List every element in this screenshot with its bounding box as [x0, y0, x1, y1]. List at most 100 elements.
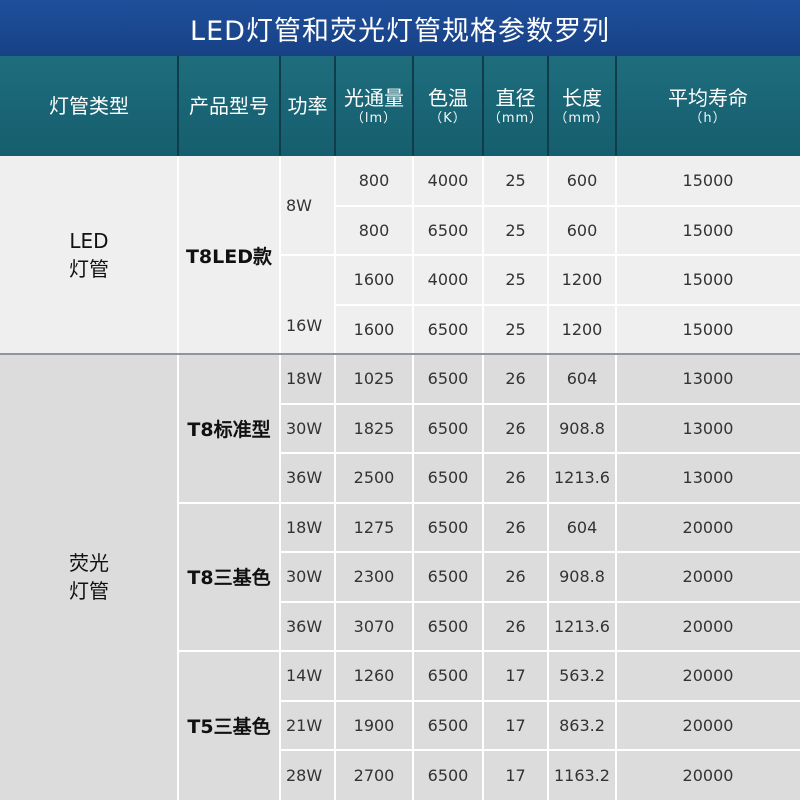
- column-divider: [177, 156, 179, 800]
- table-cell-diameter: 26: [505, 468, 526, 488]
- header-type-label: 灯管类型: [49, 94, 129, 118]
- table-cell-diameter: 26: [505, 567, 526, 587]
- table-cell-cct: 6500: [427, 418, 469, 438]
- table-cell-power: 36W: [286, 616, 323, 636]
- table-cell-cct: 6500: [427, 517, 469, 537]
- table-cell-lumen: 2500: [353, 468, 395, 488]
- header-cct-unit: （K）: [429, 111, 467, 126]
- table-cell-diameter: 26: [505, 369, 526, 389]
- table-cell-life: 20000: [682, 765, 734, 785]
- table-cell-cct: 6500: [427, 715, 469, 735]
- table-header: [0, 56, 800, 156]
- table-cell-diameter: 25: [505, 319, 526, 339]
- header-divider: [279, 56, 281, 156]
- table-cell-power: 14W: [286, 666, 323, 686]
- table-cell-life: 13000: [682, 369, 734, 389]
- table-cell-lumen: 800: [358, 220, 390, 240]
- column-divider: [615, 156, 617, 800]
- row-divider: [335, 303, 800, 306]
- group-separator: [0, 353, 800, 355]
- title-banner: LED灯管和荧光灯管规格参数罗列: [0, 0, 800, 56]
- table-cell-cct: 4000: [427, 270, 469, 290]
- header-divider: [482, 56, 484, 156]
- row-divider: [280, 254, 800, 256]
- header-life-label: 平均寿命: [668, 86, 748, 110]
- table-cell-power: 28W: [286, 765, 323, 785]
- header-lumen-unit: （lm）: [350, 111, 398, 126]
- table-cell-length: 604: [566, 369, 598, 389]
- table-cell-length: 908.8: [559, 418, 605, 438]
- header-length-unit: （mm）: [554, 111, 610, 126]
- table-cell-power: 30W: [286, 418, 323, 438]
- table-cell-diameter: 17: [505, 765, 526, 785]
- table-cell-length: 863.2: [559, 715, 605, 735]
- table-cell-lumen: 1825: [353, 418, 395, 438]
- table-cell-cct: 6500: [427, 369, 469, 389]
- type-cell-led: LED 灯管: [69, 229, 109, 281]
- model-divider: [178, 650, 800, 652]
- header-type: 灯管类型: [0, 56, 178, 156]
- header-length: 长度 （mm）: [548, 56, 616, 156]
- table-cell-length: 1163.2: [554, 765, 610, 785]
- model-cell: T8三基色: [187, 567, 271, 590]
- table-cell-lumen: 1900: [353, 715, 395, 735]
- table-cell-diameter: 25: [505, 270, 526, 290]
- table-cell-power: 30W: [286, 567, 323, 587]
- column-divider: [279, 156, 281, 800]
- table-cell-diameter: 25: [505, 220, 526, 240]
- table-cell-life: 20000: [682, 715, 734, 735]
- table-cell-life: 20000: [682, 517, 734, 537]
- table-cell-length: 1200: [561, 270, 603, 290]
- table-cell-diameter: 25: [505, 171, 526, 191]
- table-cell-life: 20000: [682, 666, 734, 686]
- table-cell-length: 1213.6: [554, 468, 610, 488]
- table-cell-life: 13000: [682, 418, 734, 438]
- header-model-label: 产品型号: [189, 94, 269, 118]
- table-cell-cct: 4000: [427, 171, 469, 191]
- table-cell-lumen: 2700: [353, 765, 395, 785]
- table-cell-cct: 6500: [427, 616, 469, 636]
- header-divider: [547, 56, 549, 156]
- table-cell-diameter: 17: [505, 666, 526, 686]
- power-cell: 16W: [286, 316, 323, 335]
- table-cell-lumen: 1260: [353, 666, 395, 686]
- header-cct-label: 色温: [428, 86, 468, 110]
- table-cell-diameter: 26: [505, 517, 526, 537]
- table-cell-power: 18W: [286, 369, 323, 389]
- header-power: 功率: [280, 56, 335, 156]
- header-power-label: 功率: [287, 94, 328, 118]
- row-divider: [280, 600, 800, 603]
- table-cell-cct: 6500: [427, 319, 469, 339]
- row-divider: [280, 402, 800, 405]
- header-length-label: 长度: [562, 86, 602, 110]
- header-model: 产品型号: [178, 56, 280, 156]
- table-cell-length: 1200: [561, 319, 603, 339]
- column-divider: [547, 156, 549, 800]
- table-cell-length: 908.8: [559, 567, 605, 587]
- table-cell-life: 20000: [682, 616, 734, 636]
- header-life-unit: （h）: [689, 111, 727, 126]
- table-cell-cct: 6500: [427, 666, 469, 686]
- table-cell-lumen: 1025: [353, 369, 395, 389]
- table-cell-cct: 6500: [427, 567, 469, 587]
- table-cell-life: 15000: [682, 270, 734, 290]
- table-cell-diameter: 26: [505, 616, 526, 636]
- table-cell-lumen: 3070: [353, 616, 395, 636]
- row-divider: [280, 749, 800, 751]
- header-divider: [177, 56, 179, 156]
- table-cell-life: 15000: [682, 319, 734, 339]
- table-cell-cct: 6500: [427, 765, 469, 785]
- table-cell-power: 18W: [286, 517, 323, 537]
- column-divider: [412, 156, 414, 800]
- table-cell-lumen: 800: [358, 171, 390, 191]
- table-cell-cct: 6500: [427, 468, 469, 488]
- power-cell: 8W: [286, 196, 312, 215]
- page-title: LED灯管和荧光灯管规格参数罗列: [190, 15, 610, 47]
- table-cell-lumen: 1275: [353, 517, 395, 537]
- header-life: 平均寿命 （h）: [616, 56, 800, 156]
- header-divider: [412, 56, 414, 156]
- table-cell-length: 1213.6: [554, 616, 610, 636]
- model-cell: T8标准型: [187, 418, 271, 441]
- header-cct: 色温 （K）: [413, 56, 483, 156]
- table-cell-power: 36W: [286, 468, 323, 488]
